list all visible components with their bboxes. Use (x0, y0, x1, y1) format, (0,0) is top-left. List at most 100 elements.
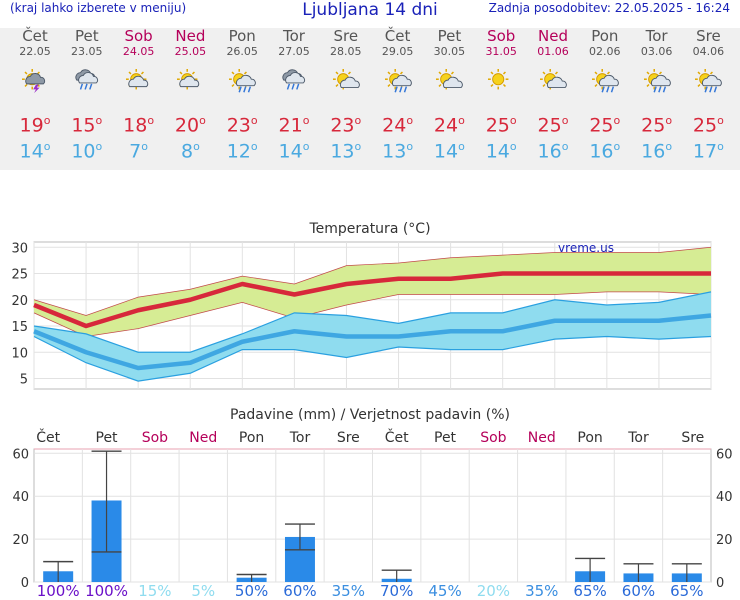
sun-rain-icon (682, 69, 734, 95)
min-temperature: 17o (692, 140, 724, 163)
day-name: Ned (175, 27, 206, 45)
sun-rain-icon (631, 69, 683, 95)
precipitation-probability: 35% (525, 582, 558, 600)
day-name: Čet (384, 27, 411, 45)
min-temperature: 13o (330, 140, 362, 163)
day-name: Pon (228, 27, 256, 45)
day-name: Ned (538, 27, 568, 45)
x-category-label: Sob (480, 430, 506, 446)
min-temperature: 14o (19, 140, 51, 163)
y-tick-label-right: 60 (716, 447, 733, 462)
temperature-chart-title: Temperatura (°C) (308, 221, 430, 237)
x-category-label: Čet (36, 428, 60, 446)
day-column: Pon 26.05 23o 12o (216, 27, 268, 163)
y-tick-label: 0 (21, 576, 29, 591)
storm-icon (9, 69, 61, 95)
max-temperature: 23o (226, 114, 258, 137)
precipitation-probability: 70% (380, 582, 413, 600)
location-hint[interactable]: (kraj lahko izberete v meniju) (10, 1, 187, 15)
sun-icon (475, 69, 527, 95)
max-temperature: 25o (641, 114, 673, 137)
day-column: Ned 01.06 25o 16o (527, 27, 579, 163)
day-column: Pon 02.06 25o 16o (579, 27, 631, 163)
day-column: Tor 03.06 25o 16o (631, 27, 683, 163)
min-temperature: 12o (226, 140, 258, 163)
rain-cloud-icon (268, 69, 320, 95)
day-column: Pet 23.05 15o 10o (61, 27, 113, 163)
y-tick-label: 60 (12, 447, 29, 462)
page-title: Ljubljana 14 dni (302, 0, 438, 20)
min-temperature: 14o (485, 140, 517, 163)
x-category-label: Tor (289, 430, 311, 446)
max-temperature: 24o (382, 114, 414, 137)
precipitation-chart: Padavine (mm) / Verjetnost padavin (%) Če… (12, 407, 733, 600)
precipitation-probability: 60% (622, 582, 655, 600)
day-column: Sre 04.06 25o 17o (682, 27, 734, 163)
precipitation-probability: 5% (191, 582, 215, 600)
partly-cloudy-icon (113, 69, 165, 95)
sun-rain-icon (216, 69, 268, 95)
max-temperature: 25o (485, 114, 517, 137)
day-column: Čet 22.05 19o 14o (9, 28, 61, 163)
max-temperature: 24o (433, 114, 465, 137)
sun-rain-icon (372, 69, 424, 95)
day-column: Ned 25.05 20o 8o (164, 27, 216, 163)
day-date: 23.05 (71, 45, 103, 58)
min-temperature: 8o (180, 140, 200, 163)
band-upper-edge (33, 246, 712, 316)
day-column: Tor 27.05 21o 14o (268, 28, 320, 163)
max-temperature: 18o (123, 114, 155, 137)
partly-cloudy-icon (164, 69, 216, 95)
x-category-label: Tor (627, 430, 649, 446)
day-date: 04.06 (692, 45, 725, 58)
y-tick-label-right: 40 (716, 490, 733, 505)
day-name: Pet (74, 27, 99, 45)
day-name: Tor (645, 27, 668, 45)
max-temperature: 23o (330, 114, 362, 137)
temperature-chart: Temperatura (°C) 5 10 15 20 25 30 vreme.us (11, 221, 712, 390)
precipitation-probability: 50% (235, 582, 268, 600)
max-temperature: 25o (537, 114, 569, 137)
min-temperature: 14o (278, 140, 310, 163)
day-name: Pon (591, 27, 619, 45)
rain-cloud-icon (61, 69, 113, 95)
y-tick-label-right: 20 (716, 533, 733, 548)
x-category-label: Sob (142, 430, 168, 446)
x-category-label: Sre (337, 430, 360, 446)
max-temperature: 15o (71, 114, 103, 137)
y-tick-label: 25 (11, 268, 28, 283)
day-date: 29.05 (381, 45, 414, 58)
day-name: Sre (696, 27, 721, 45)
day-date: 25.05 (174, 45, 207, 58)
max-temperature: 21o (278, 114, 310, 137)
day-name: Sre (333, 27, 359, 45)
precipitation-probability: 100% (85, 582, 128, 600)
min-temperature: 14o (433, 140, 465, 163)
precipitation-probability: 45% (428, 582, 461, 600)
min-temperature: 16o (589, 140, 621, 163)
y-tick-label: 5 (20, 373, 28, 388)
y-tick-label-right: 0 (716, 576, 724, 591)
day-name: Pet (437, 27, 462, 45)
max-temperature: 20o (174, 114, 206, 137)
temperature-line (33, 271, 711, 329)
max-temperature: 19o (19, 114, 51, 137)
x-category-label: Sre (681, 430, 704, 446)
day-column: Sre 28.05 23o 13o (320, 27, 372, 163)
sun-cloud-icon (527, 69, 579, 95)
precipitation-probability: 100% (37, 582, 80, 600)
day-date: 26.05 (226, 45, 258, 58)
last-update: Zadnja posodobitev: 22.05.2025 - 16:24 (488, 1, 730, 15)
sun-cloud-icon (320, 69, 372, 95)
watermark: vreme.us (558, 241, 614, 255)
page-header: (kraj lahko izberete v meniju) Ljubljana… (0, 0, 740, 22)
day-date: 27.05 (278, 45, 310, 58)
band-lower-edge (33, 291, 712, 337)
precipitation-probability: 15% (138, 582, 171, 600)
band-upper-edge (33, 291, 712, 353)
precipitation-probability: 20% (477, 582, 510, 600)
day-date: 01.06 (537, 45, 569, 58)
precipitation-probability: 60% (283, 582, 316, 600)
min-temperature: 7o (129, 140, 148, 163)
y-tick-label: 20 (11, 294, 28, 309)
